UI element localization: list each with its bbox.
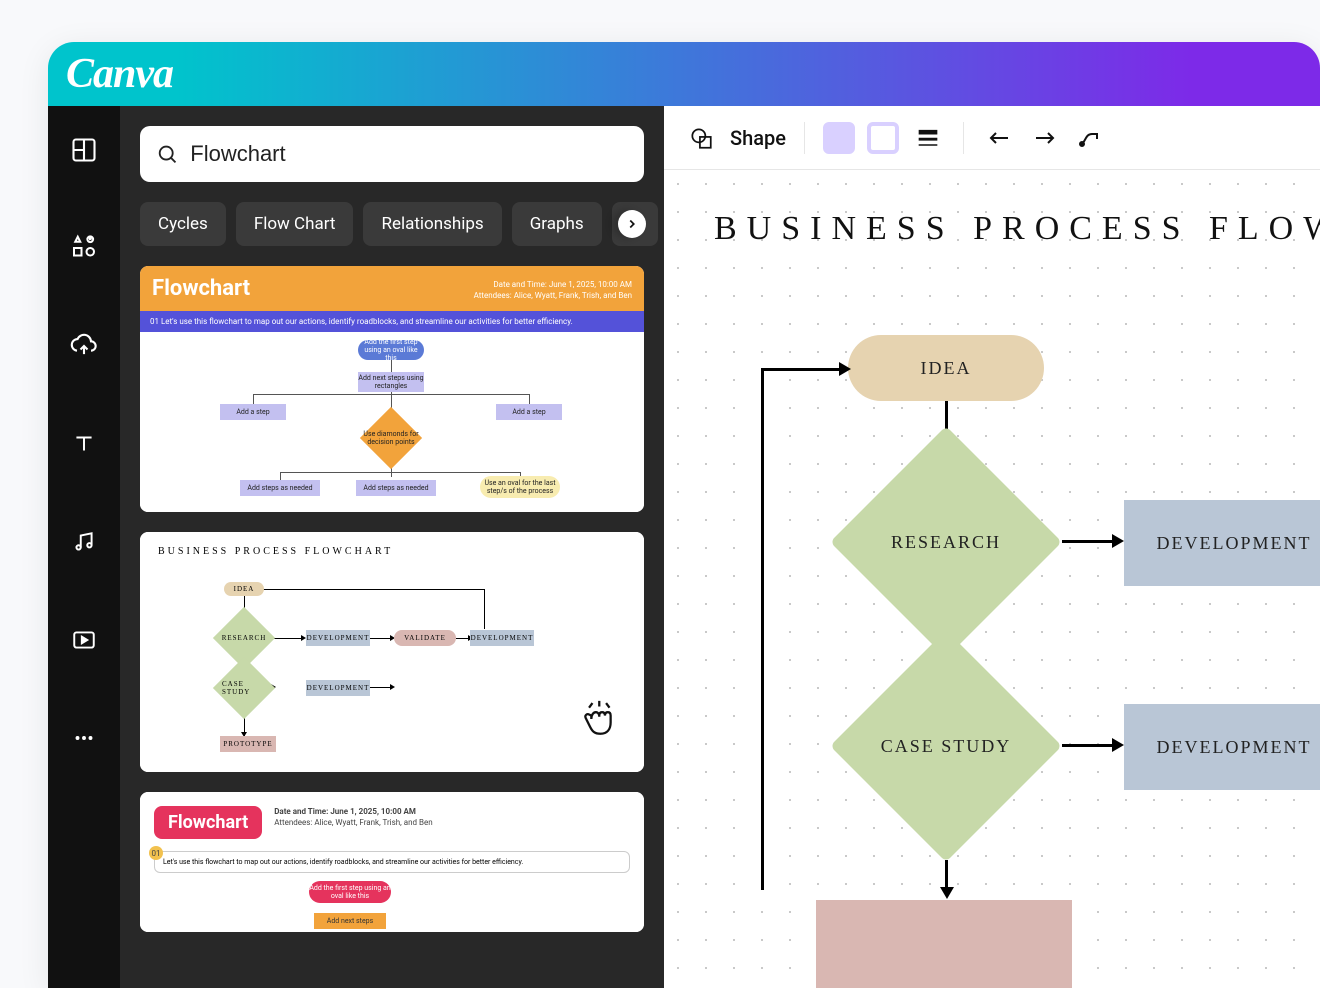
node-casestudy[interactable]: CASE STUDY: [864, 664, 1028, 828]
template-card[interactable]: Flowchart Date and Time: June 1, 2025, 1…: [140, 792, 644, 932]
template2-body: BUSINESS PROCESS FLOWCHART: [140, 532, 644, 772]
text-rail-icon[interactable]: [64, 424, 104, 464]
top-gradient-bar: Canva: [48, 42, 1320, 106]
template3-title: Flowchart: [154, 806, 262, 839]
template-card[interactable]: Flowchart Date and Time: June 1, 2025, 1…: [140, 266, 644, 512]
search-box[interactable]: [140, 126, 644, 182]
audio-rail-icon[interactable]: [64, 522, 104, 562]
canvas-title: BUSINESS PROCESS FLOWCHART: [714, 210, 1320, 248]
category-pill[interactable]: Graphs: [512, 202, 602, 246]
category-pill[interactable]: Flow Chart: [236, 202, 354, 246]
template3-meta: Date and Time: June 1, 2025, 10:00 AM At…: [274, 806, 432, 828]
chevron-right-icon: [625, 217, 639, 231]
line-type-icon[interactable]: [1074, 121, 1108, 155]
video-rail-icon[interactable]: [64, 620, 104, 660]
click-cursor-icon: [574, 694, 620, 748]
template1-header: Flowchart Date and Time: June 1, 2025, 1…: [140, 266, 644, 311]
templates-rail-icon[interactable]: [64, 130, 104, 170]
stroke-color-swatch[interactable]: [867, 122, 899, 154]
pill-scroll-right[interactable]: [618, 210, 646, 238]
template1-instruction: 01 Let's use this flowchart to map out o…: [140, 311, 644, 332]
node-research[interactable]: RESEARCH: [864, 460, 1028, 624]
node-development-2[interactable]: DEVELOPMENT: [1124, 704, 1320, 790]
template-card[interactable]: BUSINESS PROCESS FLOWCHART: [140, 532, 644, 772]
category-pill-row: Cycles Flow Chart Relationships Graphs T: [140, 202, 644, 246]
category-pill[interactable]: Relationships: [363, 202, 501, 246]
elements-rail-icon[interactable]: [64, 228, 104, 268]
template2-title: BUSINESS PROCESS FLOWCHART: [158, 546, 644, 557]
node-development-1[interactable]: DEVELOPMENT: [1124, 500, 1320, 586]
node-prototype[interactable]: [816, 900, 1072, 988]
search-input[interactable]: [190, 141, 628, 167]
search-icon: [156, 142, 178, 166]
canva-logo: Canva: [66, 50, 173, 98]
canvas-toolbar: Shape: [664, 106, 1320, 170]
template3-body: Flowchart Date and Time: June 1, 2025, 1…: [140, 792, 644, 932]
template1-body: Add the first step using an oval like th…: [140, 332, 644, 512]
icon-rail: [48, 106, 120, 988]
arrow-start-icon[interactable]: [982, 121, 1016, 155]
canvas-area[interactable]: BUSINESS PROCESS FLOWCHART IDEA RESEARCH: [664, 170, 1320, 988]
template1-title: Flowchart: [152, 276, 250, 301]
canvas-pane: Shape BUSINESS P: [664, 106, 1320, 988]
app-window: Canva: [48, 42, 1320, 988]
uploads-rail-icon[interactable]: [64, 326, 104, 366]
template1-meta: Date and Time: June 1, 2025, 10:00 AM At…: [474, 279, 632, 301]
fill-color-swatch[interactable]: [823, 122, 855, 154]
more-rail-icon[interactable]: [64, 718, 104, 758]
shape-label: Shape: [730, 126, 786, 150]
arrow-end-icon[interactable]: [1028, 121, 1062, 155]
shape-tool-icon[interactable]: [684, 121, 718, 155]
line-weight-icon[interactable]: [911, 121, 945, 155]
category-pill[interactable]: Cycles: [140, 202, 226, 246]
template3-instruction: 01 Let's use this flowchart to map out o…: [154, 851, 630, 873]
node-idea[interactable]: IDEA: [848, 335, 1044, 401]
sidebar-panel: Cycles Flow Chart Relationships Graphs T…: [120, 106, 664, 988]
